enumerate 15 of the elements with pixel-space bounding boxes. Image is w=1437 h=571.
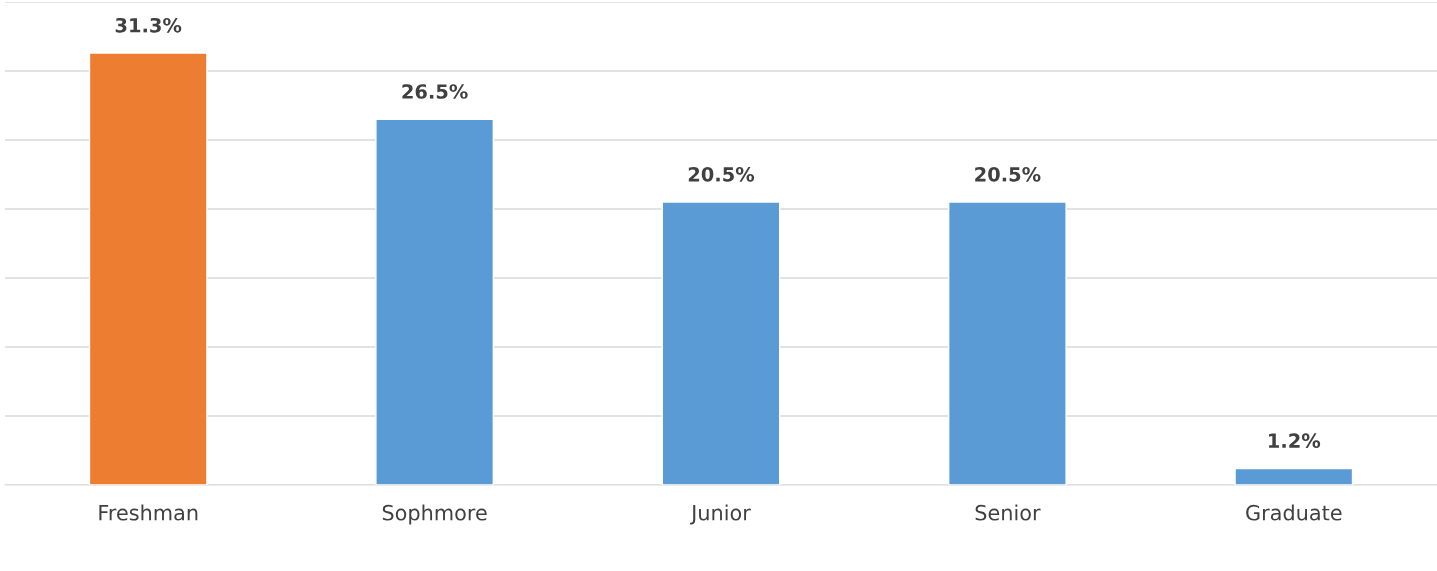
x-tick-label: Freshman — [99, 504, 198, 521]
x-tick-label: Senior — [975, 504, 1041, 521]
x-tick-label: Sophmore — [382, 504, 487, 525]
data-label: 31.3% — [115, 17, 182, 33]
bar — [375, 118, 495, 485]
bar — [947, 201, 1067, 485]
data-label: 20.5% — [975, 166, 1041, 182]
data-label: 1.2% — [1269, 433, 1321, 449]
data-label: 26.5% — [402, 84, 468, 99]
x-tick-label: Junior — [690, 504, 751, 525]
bar — [88, 52, 208, 485]
data-label: 20.5% — [688, 166, 755, 182]
bar — [1234, 467, 1354, 485]
bar — [661, 201, 781, 485]
x-tick-label: Graduate — [1246, 504, 1342, 521]
